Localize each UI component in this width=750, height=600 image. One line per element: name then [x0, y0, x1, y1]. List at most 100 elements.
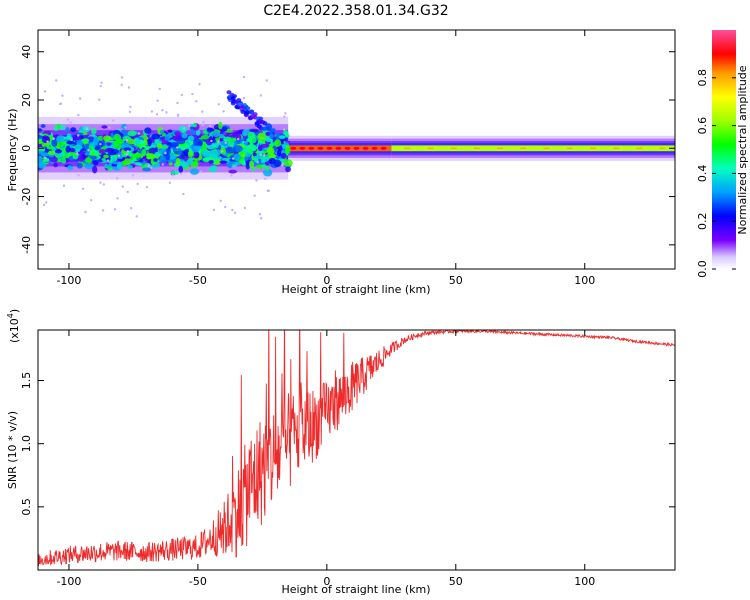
- spectral-speckle: [144, 162, 151, 168]
- spectral-speckle: [127, 130, 137, 137]
- spectral-outlier: [168, 181, 172, 184]
- snr-x-tick-label: 100: [574, 575, 595, 588]
- spectral-outlier: [264, 177, 267, 180]
- spectral-streak: [520, 147, 527, 150]
- spectral-speckle: [54, 149, 62, 154]
- snr-y-tick-label: 1.5: [20, 372, 33, 390]
- spectral-speckle: [252, 152, 257, 157]
- spectral-branch: [256, 124, 262, 129]
- spectral-speckle: [105, 142, 112, 146]
- spectrogram-y-tick-label: 0: [20, 145, 33, 152]
- spectral-outlier: [77, 113, 80, 117]
- spectral-streak: [659, 147, 666, 150]
- spectral-outlier: [176, 101, 179, 105]
- spectral-speckle: [111, 156, 116, 162]
- spectral-speckle: [169, 141, 179, 148]
- spectral-outlier: [263, 154, 266, 157]
- spectral-outlier: [55, 79, 58, 82]
- spectral-speckle: [174, 131, 181, 137]
- spectral-band-core: [391, 145, 675, 152]
- spectral-speckle: [77, 151, 86, 155]
- spectral-speckle: [225, 148, 236, 154]
- spectral-speckle: [190, 123, 196, 127]
- spectral-speckle: [49, 156, 58, 163]
- spectral-speckle: [65, 127, 70, 133]
- spectral-outlier: [266, 189, 269, 193]
- spectral-outlier: [45, 201, 48, 204]
- spectral-outlier: [117, 154, 121, 157]
- spectral-speckle: [103, 154, 109, 159]
- spectral-speckle: [151, 133, 160, 140]
- spectral-outlier: [156, 99, 159, 102]
- colorbar-tick-label: 0.4: [696, 165, 709, 183]
- spectral-speckle: [47, 150, 56, 156]
- spectral-outlier: [99, 181, 102, 184]
- spectral-outlier: [191, 92, 194, 96]
- spectral-outlier: [62, 184, 66, 187]
- spectral-speckle: [89, 141, 99, 147]
- spectral-speckle: [40, 152, 51, 157]
- spectral-outlier: [202, 120, 205, 124]
- spectral-speckle: [276, 149, 282, 157]
- spectral-branch: [244, 110, 250, 115]
- spectral-branch: [262, 121, 268, 126]
- spectral-branch: [237, 102, 243, 107]
- spectral-outlier: [201, 110, 204, 113]
- spectral-outlier: [145, 185, 149, 189]
- spectral-streak: [404, 147, 411, 150]
- spectral-speckle: [268, 154, 277, 159]
- spectral-speckle: [233, 153, 241, 161]
- spectral-outlier: [135, 215, 138, 218]
- spectral-outlier: [224, 141, 227, 144]
- spectrogram-x-tick-label: 50: [449, 274, 463, 287]
- snr-scale-close: ): [8, 309, 21, 313]
- spectral-outlier: [282, 128, 286, 131]
- spectral-speckle: [103, 135, 112, 142]
- spectral-outlier: [101, 209, 105, 212]
- spectral-streak: [543, 147, 550, 150]
- spectral-speckle: [85, 157, 93, 164]
- spectral-speckle: [206, 127, 215, 132]
- spectral-outlier: [176, 114, 180, 117]
- spectrogram-x-label: Height of straight line (km): [281, 283, 430, 296]
- spectral-hotspot: [299, 146, 306, 150]
- colorbar-label: Normalized spectral amplitude: [736, 65, 749, 234]
- spectral-streak: [613, 147, 620, 150]
- spectral-speckle: [212, 130, 221, 137]
- spectral-speckle: [267, 147, 275, 155]
- spectral-outlier: [199, 170, 202, 174]
- spectrogram-y-tick-label: 20: [20, 93, 33, 107]
- spectral-outlier: [222, 110, 225, 113]
- spectral-speckle: [208, 159, 214, 164]
- spectrogram-y-tick-label: -40: [20, 236, 33, 254]
- spectral-outlier: [126, 150, 130, 153]
- spectral-speckle: [154, 151, 160, 157]
- spectral-outlier: [150, 110, 154, 113]
- spectral-outlier: [188, 124, 191, 128]
- spectral-outlier: [209, 124, 212, 128]
- spectral-hotspot: [380, 146, 387, 150]
- spectral-speckle: [228, 169, 238, 174]
- snr-x-label: Height of straight line (km): [281, 583, 430, 596]
- spectral-speckle: [189, 168, 199, 175]
- spectral-outlier: [125, 138, 129, 142]
- spectral-speckle: [249, 145, 258, 151]
- spectral-outlier: [171, 174, 175, 177]
- spectral-outlier: [108, 126, 111, 129]
- spectral-branch: [226, 90, 232, 95]
- spectral-speckle: [227, 140, 235, 147]
- spectral-speckle: [116, 161, 123, 170]
- spectral-outlier: [230, 174, 233, 177]
- spectral-speckle: [135, 139, 140, 145]
- spectral-outlier: [85, 127, 89, 130]
- spectral-speckle: [84, 162, 95, 170]
- spectral-speckle: [92, 160, 99, 166]
- spectral-branch: [268, 134, 274, 139]
- spectral-outlier: [165, 111, 168, 114]
- spectral-outlier: [77, 134, 80, 137]
- spectral-outlier: [217, 140, 220, 143]
- spectral-branch: [252, 112, 258, 117]
- spectral-speckle: [176, 139, 186, 145]
- spectral-speckle: [38, 161, 47, 169]
- spectral-outlier: [120, 76, 124, 79]
